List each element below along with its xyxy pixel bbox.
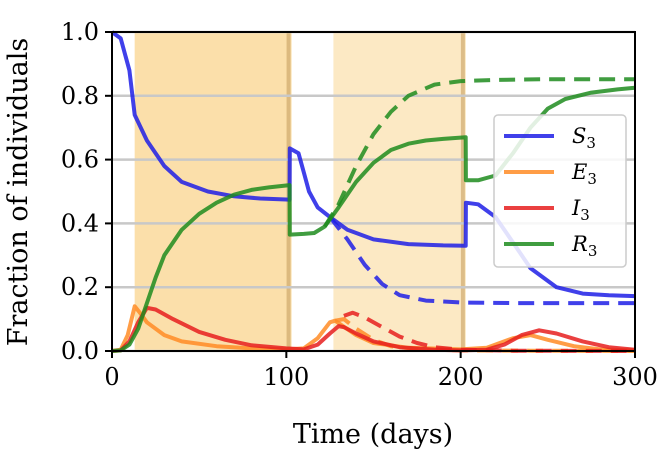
y-tick-label: 0.0 [61, 337, 99, 365]
y-tick-label: 0.6 [61, 146, 99, 174]
x-axis-title: Time (days) [293, 419, 453, 450]
y-tick-label: 0.2 [61, 273, 99, 301]
x-tick-label: 100 [263, 363, 309, 391]
x-tick-label: 300 [612, 363, 658, 391]
shaded-intervals [134, 32, 466, 351]
plot-frame [111, 31, 636, 352]
axis-ticks: 0 100 200 300 0.0 0.2 0.4 0.6 0.8 1.0 [61, 18, 658, 391]
series-line-i [111, 305, 636, 353]
series-line-r-dashed [323, 77, 635, 228]
y-axis-title: Fraction of individuals [3, 38, 34, 347]
legend-box [493, 114, 627, 268]
y-tick-label: 0.8 [61, 82, 99, 110]
shaded-interval-2 [333, 32, 466, 351]
x-tick-label: 0 [104, 363, 119, 391]
y-tick-label: 0.4 [61, 209, 99, 237]
x-tick-label: 200 [438, 363, 484, 391]
y-tick-label: 1.0 [61, 18, 99, 46]
